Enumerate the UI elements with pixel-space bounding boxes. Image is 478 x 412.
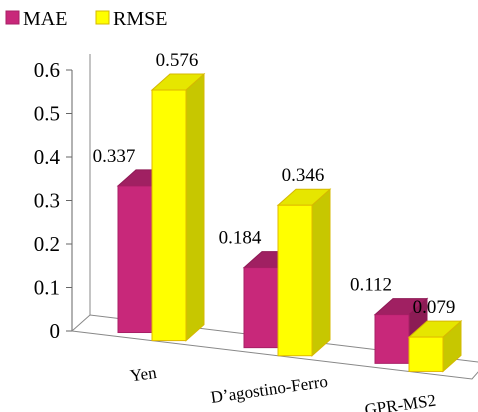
bar-side xyxy=(185,72,205,342)
data-labels: 0.337 0.576 0.184 0.346 0.112 0.079 xyxy=(93,50,456,318)
bars xyxy=(116,72,463,373)
data-label: 0.576 xyxy=(156,50,199,71)
data-label: 0.184 xyxy=(219,228,262,249)
x-tick-label: Yen xyxy=(129,363,159,386)
bar-rmse-1 xyxy=(276,188,332,357)
data-label: 0.079 xyxy=(413,297,456,318)
bar-rmse-0 xyxy=(150,72,206,342)
bar-front xyxy=(151,89,187,342)
y-tick-label: 0.1 xyxy=(34,276,60,300)
legend: MAE RMSE xyxy=(5,8,167,30)
legend-label-rmse: RMSE xyxy=(113,8,167,30)
legend-swatch-rmse xyxy=(95,10,110,25)
y-tick-label: 0.2 xyxy=(34,232,60,256)
bar-front xyxy=(374,314,410,364)
bar-front xyxy=(243,267,279,349)
bar-front xyxy=(117,185,153,334)
y-tick-label: 0.5 xyxy=(34,102,60,126)
bar-rmse-2 xyxy=(407,319,463,373)
bar-front xyxy=(277,204,313,357)
axes: 0 0.1 0.2 0.3 0.4 0.5 0.6 Yen D’agostino-Ferro GP… xyxy=(34,54,478,412)
x-tick-label: D’agostino-Ferro xyxy=(209,372,329,407)
bar-front xyxy=(408,336,444,372)
legend-swatch-mae xyxy=(5,10,20,25)
y-tick-label: 0 xyxy=(50,319,61,343)
data-label: 0.112 xyxy=(350,275,392,296)
bar-side xyxy=(311,188,331,357)
y-tick-label: 0.3 xyxy=(34,189,60,213)
data-label: 0.337 xyxy=(93,146,136,167)
legend-label-mae: MAE xyxy=(23,8,67,30)
y-tick-label: 0.6 xyxy=(34,58,60,82)
data-label: 0.346 xyxy=(282,165,325,186)
floor xyxy=(70,314,478,380)
x-tick-label: GPR-MS2 xyxy=(363,391,437,412)
y-tick-label: 0.4 xyxy=(34,145,61,169)
